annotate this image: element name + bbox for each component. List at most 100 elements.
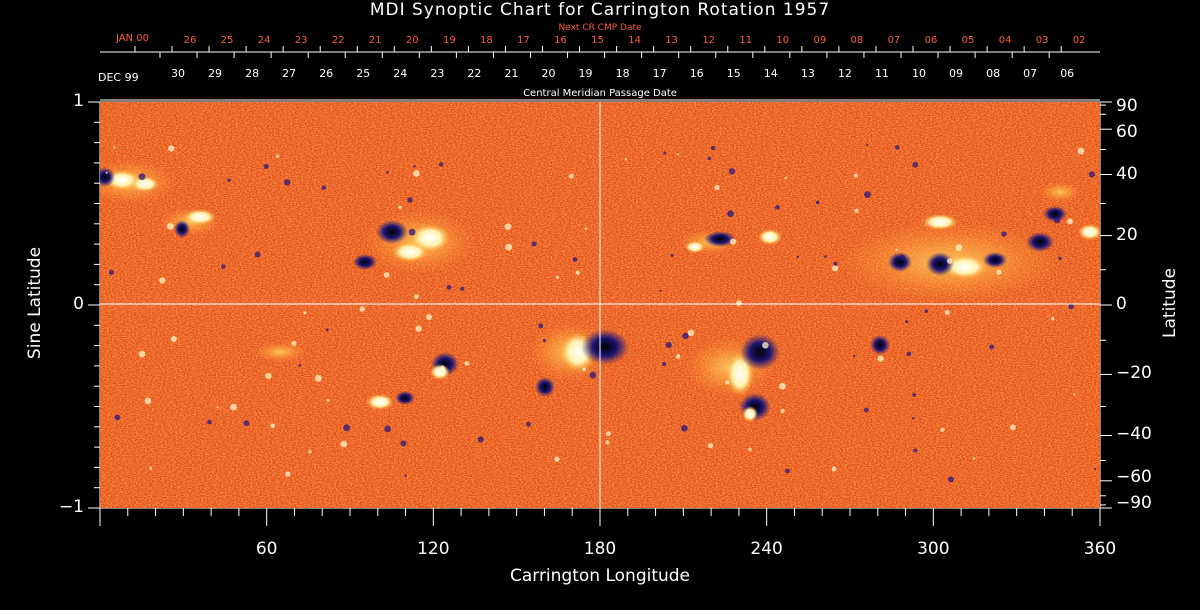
next-cr-date-label: 25 <box>220 35 234 46</box>
neg-region <box>581 329 629 365</box>
pos-region <box>742 406 758 422</box>
cmp-date-label: 08 <box>986 67 1001 80</box>
right-tick-label: −20 <box>1116 363 1152 384</box>
chart-title: MDI Synoptic Chart for Carrington Rotati… <box>369 0 831 20</box>
cmp-date-label: 09 <box>949 67 964 80</box>
cmp-date-label: 16 <box>689 67 704 80</box>
cmp-date-label: 15 <box>726 67 741 80</box>
next-cr-cmp-label: Next CR CMP Date <box>558 23 642 33</box>
x-tick-label: 240 <box>750 539 783 559</box>
neg-region <box>704 231 736 247</box>
pos-region <box>430 364 450 380</box>
next-cr-date-label: 05 <box>961 35 975 46</box>
cmp-date-label: 21 <box>504 67 519 80</box>
cmp-date-label: 07 <box>1023 67 1038 80</box>
cmp-date-label: 29 <box>208 67 223 80</box>
pos-region <box>758 229 782 245</box>
cmp-date-label: 22 <box>467 67 482 80</box>
next-cr-date-label: 14 <box>628 35 641 46</box>
neg-region <box>983 252 1007 268</box>
next-cr-date-label: 06 <box>924 35 938 46</box>
next-cr-date-label: 19 <box>442 35 456 46</box>
neg-region <box>174 220 190 238</box>
pos-region <box>366 394 394 410</box>
neg-region <box>740 334 780 370</box>
cmp-date-label: 28 <box>245 67 260 80</box>
left-tick-label: −1 <box>58 497 84 517</box>
right-tick-label: 20 <box>1116 224 1138 245</box>
plage-region <box>1040 182 1080 202</box>
y-axis-label-left: Sine Latitude <box>25 246 45 360</box>
cmp-date-label: 11 <box>874 67 889 80</box>
next-cr-date-label: 21 <box>368 35 382 46</box>
pos-region <box>392 242 428 262</box>
x-tick-label: 180 <box>583 539 617 559</box>
right-tick-label: 90 <box>1116 96 1138 116</box>
cmp-date-label: 12 <box>837 67 852 80</box>
left-tick-label: 0 <box>73 294 84 314</box>
x-tick-label: 360 <box>1083 539 1117 559</box>
next-cr-date-label: 12 <box>702 35 716 46</box>
next-cr-date-label: 10 <box>776 35 790 46</box>
next-cr-date-label: 07 <box>887 35 901 46</box>
cmp-date-label: 23 <box>430 67 445 80</box>
pos-region <box>943 255 987 279</box>
cmp-date-label: 20 <box>541 67 556 80</box>
x-tick-label: 300 <box>917 539 950 559</box>
next-cr-date-label: 04 <box>998 35 1012 46</box>
cmp-date-label: 24 <box>393 67 408 80</box>
x-tick-label: 60 <box>255 539 278 559</box>
next-cr-date-label: 08 <box>850 35 864 46</box>
cmp-date-label: 26 <box>319 67 334 80</box>
right-tick-label: 60 <box>1116 122 1138 143</box>
left-tick-label: 1 <box>73 91 84 111</box>
next-cr-date-label: 03 <box>1035 35 1049 46</box>
cmp-date-label: 27 <box>282 67 297 80</box>
neg-region <box>1043 206 1067 222</box>
next-cr-date-label: 02 <box>1072 35 1086 46</box>
right-tick-label: −40 <box>1116 424 1152 445</box>
next-cr-date-label: 15 <box>591 35 604 46</box>
next-cr-date-label: 13 <box>665 35 678 46</box>
neg-region <box>353 254 377 270</box>
cmp-date-label: 13 <box>800 67 815 80</box>
neg-region <box>926 252 954 276</box>
cmp-date-label: 17 <box>652 67 667 80</box>
neg-region <box>535 377 555 397</box>
next-cr-date-label: 26 <box>183 35 197 46</box>
next-cr-date-label: 11 <box>739 35 753 46</box>
cmp-date-label: 18 <box>615 67 630 80</box>
neg-region <box>100 167 115 187</box>
next-cr-date-label: 17 <box>517 35 530 46</box>
neg-region <box>376 220 408 244</box>
magnetogram-map <box>100 102 1100 508</box>
right-tick-label: 0 <box>1116 294 1127 314</box>
next-cr-month: JAN 00 <box>116 33 149 44</box>
neg-region <box>870 335 890 355</box>
cmp-date-label: 06 <box>1060 67 1075 80</box>
pos-region <box>184 209 216 225</box>
cmp-date-label: 25 <box>356 67 371 80</box>
cmp-date-label: 30 <box>171 67 185 80</box>
next-cr-date-label: 23 <box>294 35 308 46</box>
next-cr-date-label: 22 <box>331 35 345 46</box>
right-tick-label: −60 <box>1116 466 1152 487</box>
x-axis-label: Carrington Longitude <box>509 566 691 586</box>
cmp-date-label: 14 <box>763 67 778 80</box>
next-cr-date-label: 16 <box>554 35 567 46</box>
pos-region <box>922 214 958 230</box>
pos-region <box>131 176 159 192</box>
cmp-month: DEC 99 <box>98 71 139 84</box>
neg-region <box>888 252 912 272</box>
pos-region <box>685 241 705 253</box>
cmp-date-label: 10 <box>912 67 926 80</box>
pos-region <box>1078 224 1100 240</box>
x-tick-label: 120 <box>417 539 450 559</box>
right-tick-label: 40 <box>1116 163 1138 184</box>
next-cr-date-label: 20 <box>405 35 419 46</box>
neg-region <box>395 391 415 405</box>
next-cr-date-label: 18 <box>480 35 493 46</box>
y-axis-label-right: Latitude <box>1160 268 1180 338</box>
neg-region <box>1026 232 1054 252</box>
next-cr-date-label: 24 <box>257 35 271 46</box>
